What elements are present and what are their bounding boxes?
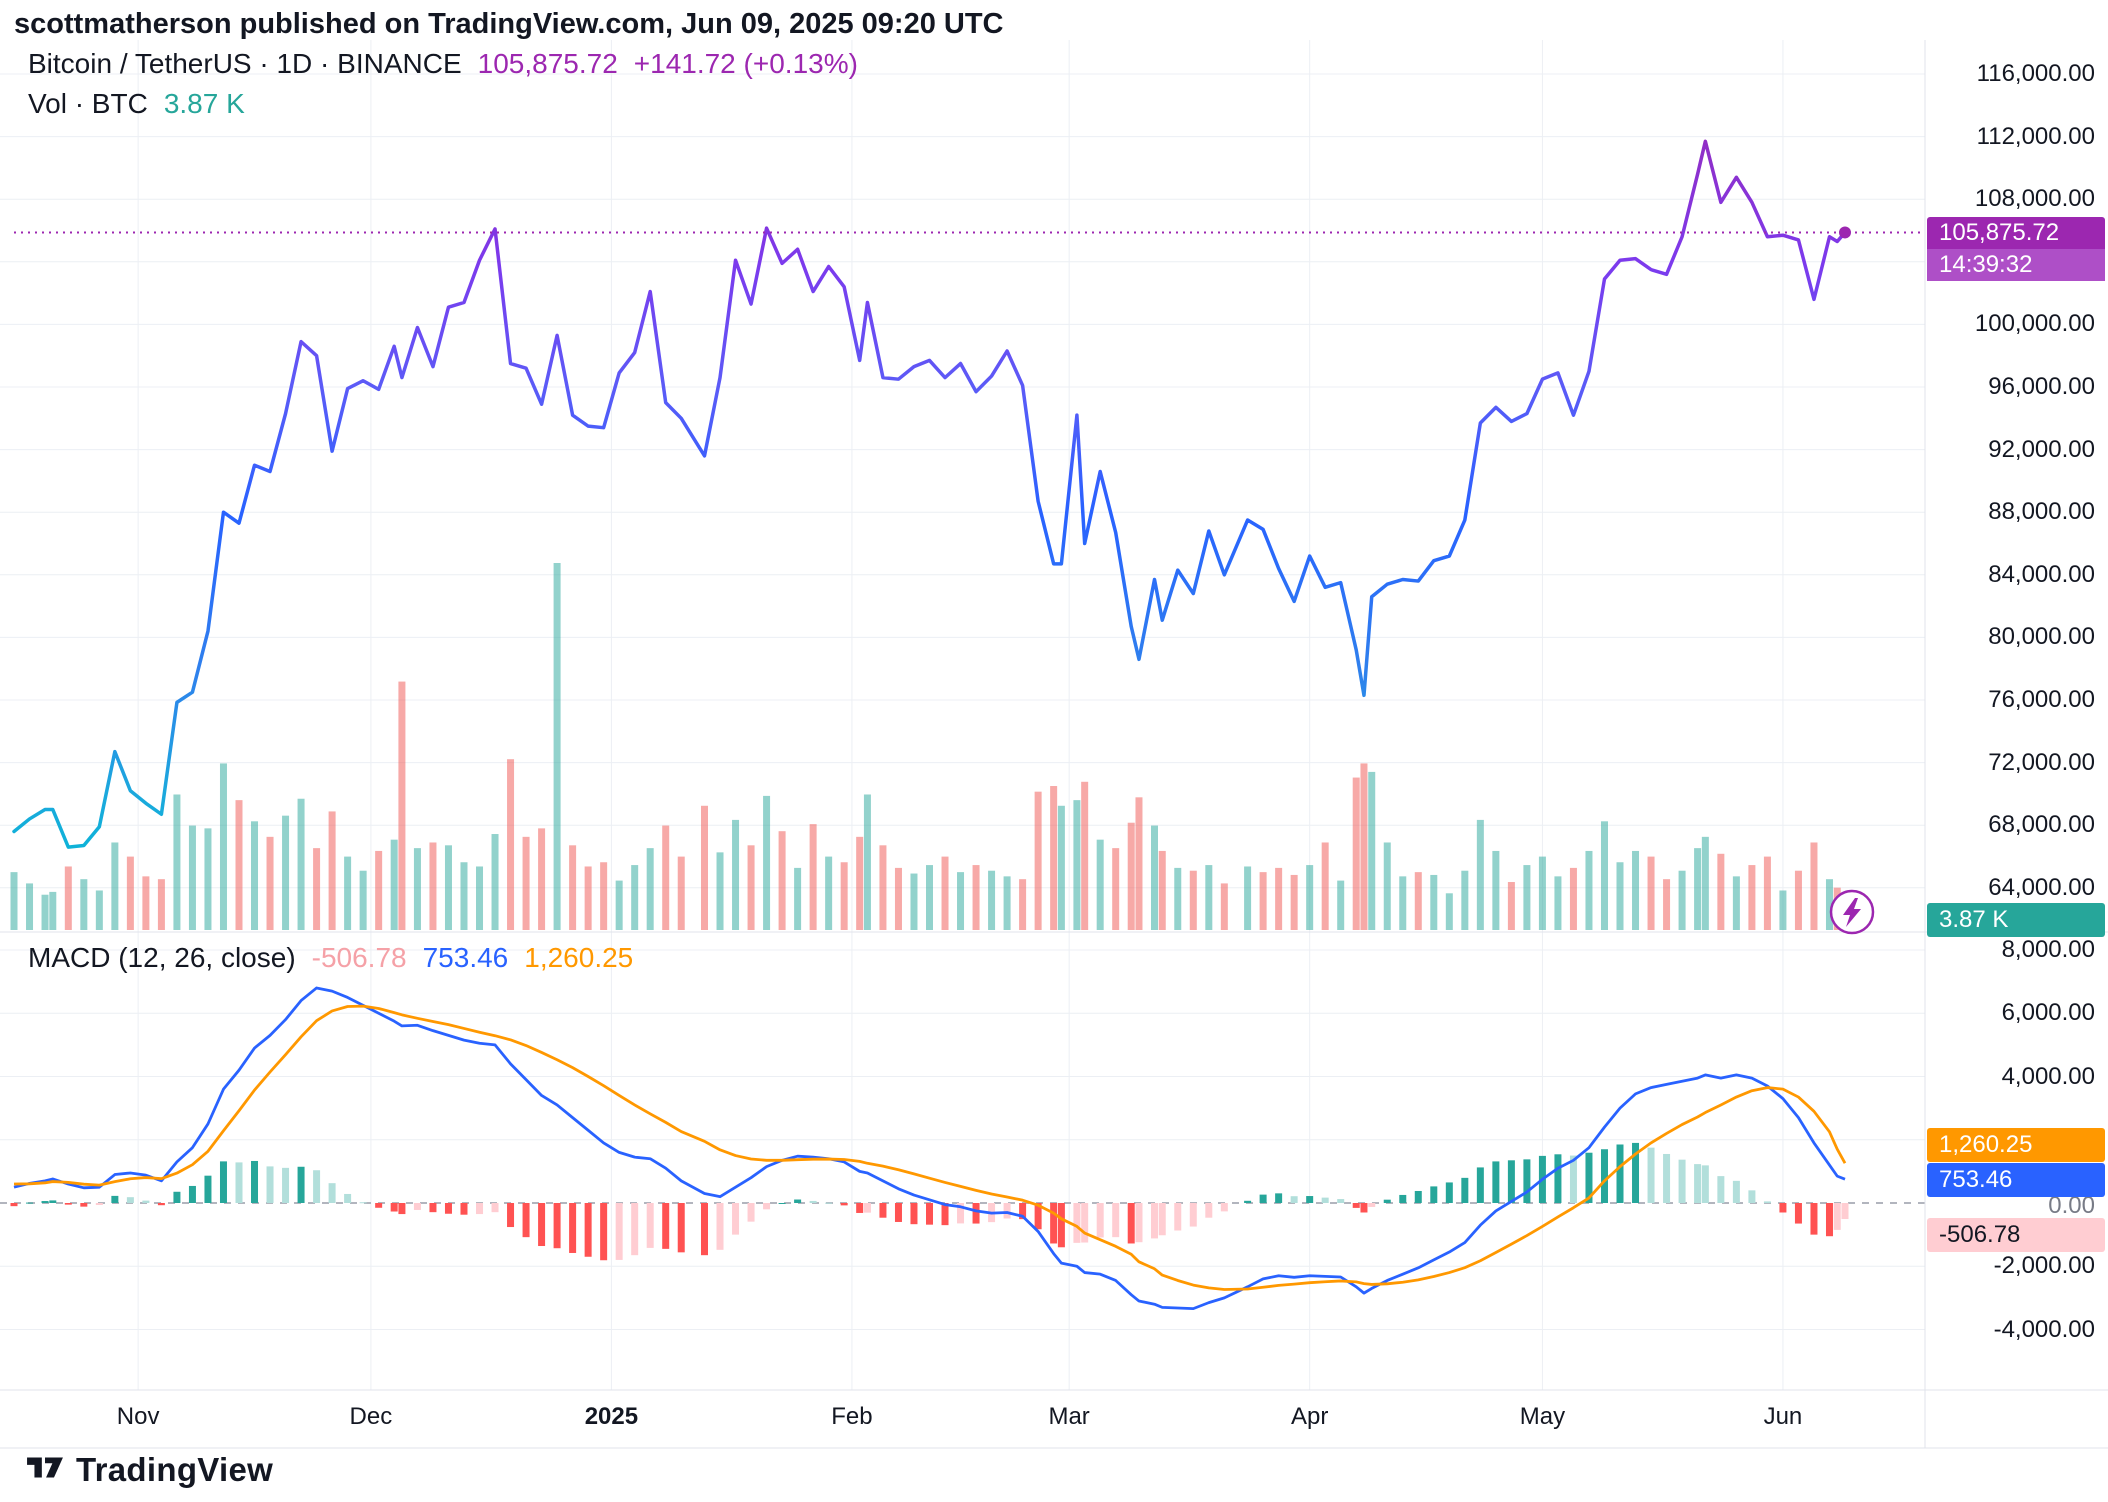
tradingview-logo[interactable] [26,1450,64,1489]
current-price-line [14,226,1925,239]
time-axis-label: Jun [1763,1403,1803,1430]
volume-bars [10,563,1849,930]
attribution-text: scottmatherson published on TradingView.… [14,8,1004,40]
price-line-series [12,139,1847,849]
price-pane-legend: Bitcoin / TetherUS · 1D · BINANCE 105,87… [28,48,858,120]
macd-signal-value: 1,260.25 [524,942,634,973]
tradingview-wordmark[interactable]: TradingView [76,1450,274,1488]
legend-last-price: 105,875.72 [477,48,618,79]
macd-line-value: 753.46 [422,942,509,973]
price-axis[interactable]: 116,000.00 112,000.00 108,000.00 100,000.00… [1926,0,2108,1502]
time-axis-label: Dec [349,1403,393,1430]
time-axis-label: May [1519,1403,1566,1430]
macd-line-badge: 753.46 [1927,1163,2105,1197]
macd-axis-label: 4,000.00 [2001,1062,2095,1090]
price-axis-label: 96,000.00 [1988,373,2095,400]
symbol-title[interactable]: Bitcoin / TetherUS · 1D · BINANCE [28,48,462,79]
volume-indicator-value: 3.87 K [163,88,245,119]
legend-price-change: +141.72 (+0.13%) [633,48,858,79]
last-price-dot [1839,226,1851,239]
price-axis-label: 116,000.00 [1976,60,2095,87]
price-axis-label: 88,000.00 [1988,498,2095,526]
volume-badge: 3.87 K [1927,903,2105,937]
current-price-value: 105,875.72 [1939,219,2060,246]
price-axis-label: 84,000.00 [1988,560,2095,588]
macd-pane-legend: MACD (12, 26, close) -506.78 753.46 1,26… [28,942,633,974]
grid-lines [0,40,1925,1390]
macd-axis-label: -4,000.00 [1993,1315,2095,1343]
price-axis-label: 68,000.00 [1988,811,2095,839]
time-axis-label: Apr [1290,1403,1329,1430]
macd-axis-label: 6,000.00 [2001,999,2095,1027]
current-price-badge: 105,875.72 14:39:32 [1927,217,2105,281]
price-axis-label: 80,000.00 [1988,623,2095,651]
macd-line [13,986,1846,1311]
macd-signal-line [13,1004,1847,1291]
price-axis-label: 76,000.00 [1988,686,2095,713]
time-axis-label: Nov [116,1403,160,1430]
instant-trading-button[interactable] [1827,887,1877,937]
macd-histogram-value: -506.78 [311,942,407,973]
macd-signal-badge: 1,260.25 [1927,1128,2105,1162]
price-axis-label: 100,000.00 [1974,310,2095,338]
price-axis-label: 92,000.00 [1988,435,2095,463]
time-axis-label: 2025 [584,1403,639,1430]
time-axis-label: Mar [1048,1403,1090,1430]
macd-axis-label: 8,000.00 [2001,936,2095,963]
time-axis-label: Feb [831,1403,873,1430]
price-axis-label: 64,000.00 [1988,873,2095,901]
bar-countdown: 14:39:32 [1927,249,2105,281]
tradingview-logo-mark [27,1457,63,1478]
price-axis-label: 108,000.00 [1974,185,2095,213]
macd-histogram-badge: -506.78 [1927,1218,2105,1252]
pane-borders [0,40,2108,1449]
macd-indicator-title[interactable]: MACD (12, 26, close) [28,942,296,973]
footer: TradingView [26,1450,273,1489]
volume-indicator-label[interactable]: Vol · BTC [28,88,148,119]
lightning-icon [1829,889,1875,935]
macd-axis-label: -2,000.00 [1993,1252,2095,1280]
price-axis-label: 112,000.00 [1976,122,2095,150]
time-axis[interactable]: Nov Dec 2025 Feb Mar Apr May Jun [0,1391,1925,1448]
price-axis-label: 72,000.00 [1988,748,2095,776]
